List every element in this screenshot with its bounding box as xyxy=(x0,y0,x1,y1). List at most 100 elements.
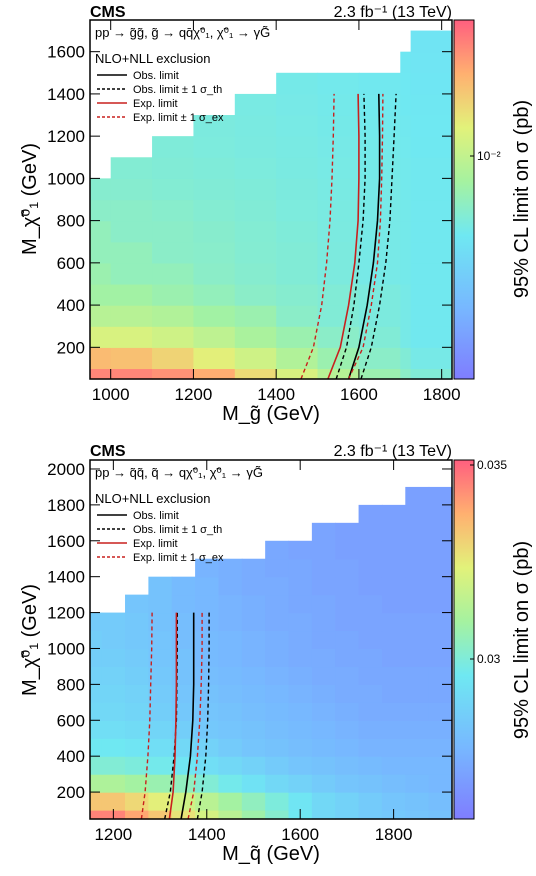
heatmap-cell xyxy=(171,576,196,596)
heatmap-cell xyxy=(265,738,290,757)
x-tick-label: 1200 xyxy=(175,385,213,404)
heatmap-cell xyxy=(410,262,453,285)
heatmap-cell xyxy=(152,262,195,285)
x-axis-label: M_g̃ (GeV) xyxy=(222,403,320,425)
color-scale: 10⁻² 95% CL limit on σ (pb) xyxy=(453,19,533,380)
heatmap-cell xyxy=(101,702,126,721)
heatmap-cell xyxy=(311,594,336,614)
heatmap-cell xyxy=(381,558,406,578)
heatmap-cell xyxy=(218,576,243,596)
heatmap-cell xyxy=(152,199,195,222)
heatmap-cell xyxy=(405,558,430,578)
heatmap-cell xyxy=(288,540,313,560)
heatmap-cell xyxy=(110,220,153,243)
heatmap-cell xyxy=(152,368,195,380)
heatmap-cell xyxy=(265,594,290,614)
heatmap-cell xyxy=(195,702,220,721)
heatmap-cell xyxy=(358,648,383,668)
heatmap-cell xyxy=(428,540,453,560)
y-tick-label: 1400 xyxy=(47,568,85,587)
heatmap-cell xyxy=(152,178,195,201)
heatmap-cell xyxy=(195,630,220,650)
heatmap-cell xyxy=(101,738,126,757)
heatmap-cell xyxy=(288,594,313,614)
heatmap-cell xyxy=(288,774,313,793)
heatmap-cell xyxy=(410,326,453,348)
x-tick-label: 1400 xyxy=(257,385,295,404)
heatmap-cell xyxy=(265,702,290,721)
heatmap-cell xyxy=(234,326,277,348)
heatmap-cell xyxy=(428,630,453,650)
heatmap-cell xyxy=(410,115,453,137)
heatmap-cell xyxy=(358,684,383,703)
heatmap-cell xyxy=(241,666,266,685)
legend: Obs. limit Obs. limit ± 1 σ_th Exp. limi… xyxy=(97,70,224,124)
curve-exp xyxy=(168,612,178,820)
heatmap-cell xyxy=(410,136,453,158)
heatmap-cell xyxy=(101,630,126,650)
heatmap-cell xyxy=(193,220,236,243)
heatmap-cell xyxy=(317,283,360,306)
heatmap-cell xyxy=(265,720,290,739)
x-axis-ticks: 1200 1400 1600 1800 xyxy=(94,460,413,844)
heatmap-cell xyxy=(241,594,266,614)
legend: Obs. limit Obs. limit ± 1 σ_th Exp. limi… xyxy=(97,510,224,564)
curve-obs xyxy=(180,612,195,820)
heatmap-cell xyxy=(265,558,290,578)
heatmap-cell xyxy=(171,738,196,757)
heatmap-cell xyxy=(101,648,126,668)
heatmap-cell xyxy=(193,199,236,222)
heatmap-cell xyxy=(317,326,360,348)
legend-label-exp: Exp. limit xyxy=(133,538,178,550)
heatmap-cell xyxy=(381,792,406,811)
heatmap-cell xyxy=(101,774,126,793)
heatmap-cell xyxy=(110,157,153,179)
heatmap-cell xyxy=(288,792,313,811)
y-tick-label: 600 xyxy=(57,711,85,730)
heatmap-cell xyxy=(276,72,319,95)
heatmap-cell xyxy=(218,810,243,820)
heatmap-cell xyxy=(358,305,401,327)
heatmap-cell xyxy=(381,756,406,775)
heatmap-cell xyxy=(90,347,112,370)
heatmap-cell xyxy=(195,594,220,614)
y-tick-label: 600 xyxy=(57,254,85,273)
heatmap-cell xyxy=(218,792,243,811)
heatmap-cell xyxy=(405,774,430,793)
heatmap-cell xyxy=(234,115,277,137)
heatmap-cell xyxy=(410,199,453,222)
heatmap-cell xyxy=(405,522,430,542)
gluino-panel: CMS 2.3 fb⁻¹ (13 TeV) 1000 1200 1400 1600 18… xyxy=(19,4,533,425)
cms-label: CMS xyxy=(90,4,126,21)
heatmap-cell xyxy=(148,648,173,668)
heatmap-cell xyxy=(381,720,406,739)
heatmap-cell xyxy=(358,72,401,95)
heatmap-cell xyxy=(405,756,430,775)
heatmap-cell xyxy=(125,738,149,757)
heatmap-cell xyxy=(317,347,360,370)
heatmap-cell xyxy=(110,283,153,306)
heatmap-cell xyxy=(335,738,360,757)
heatmap-cell xyxy=(381,594,406,614)
heatmap-cell xyxy=(311,648,336,668)
heatmap-cell xyxy=(405,720,430,739)
heatmap-cell xyxy=(410,72,453,95)
heatmap-cell xyxy=(410,30,453,53)
heatmap-cell xyxy=(193,136,236,158)
heatmap-cell xyxy=(428,666,453,685)
heatmap-cell xyxy=(241,612,266,632)
heatmap-cell xyxy=(152,241,195,264)
heatmap-cell xyxy=(90,702,103,721)
heatmap-cell xyxy=(195,774,220,793)
heatmap-cell xyxy=(90,774,103,793)
heatmap-cell xyxy=(276,326,319,348)
heatmap-cells xyxy=(90,30,453,380)
y-tick-label: 1600 xyxy=(47,43,85,62)
heatmap-cell xyxy=(288,756,313,775)
heatmap-cell xyxy=(234,220,277,243)
heatmap-cell xyxy=(276,241,319,264)
y-axis-ticks: 200 400 600 800 1000 1200 1400 1600 xyxy=(47,43,452,357)
heatmap-cell xyxy=(358,738,383,757)
heatmap-cell xyxy=(335,684,360,703)
heatmap-cell xyxy=(288,702,313,721)
